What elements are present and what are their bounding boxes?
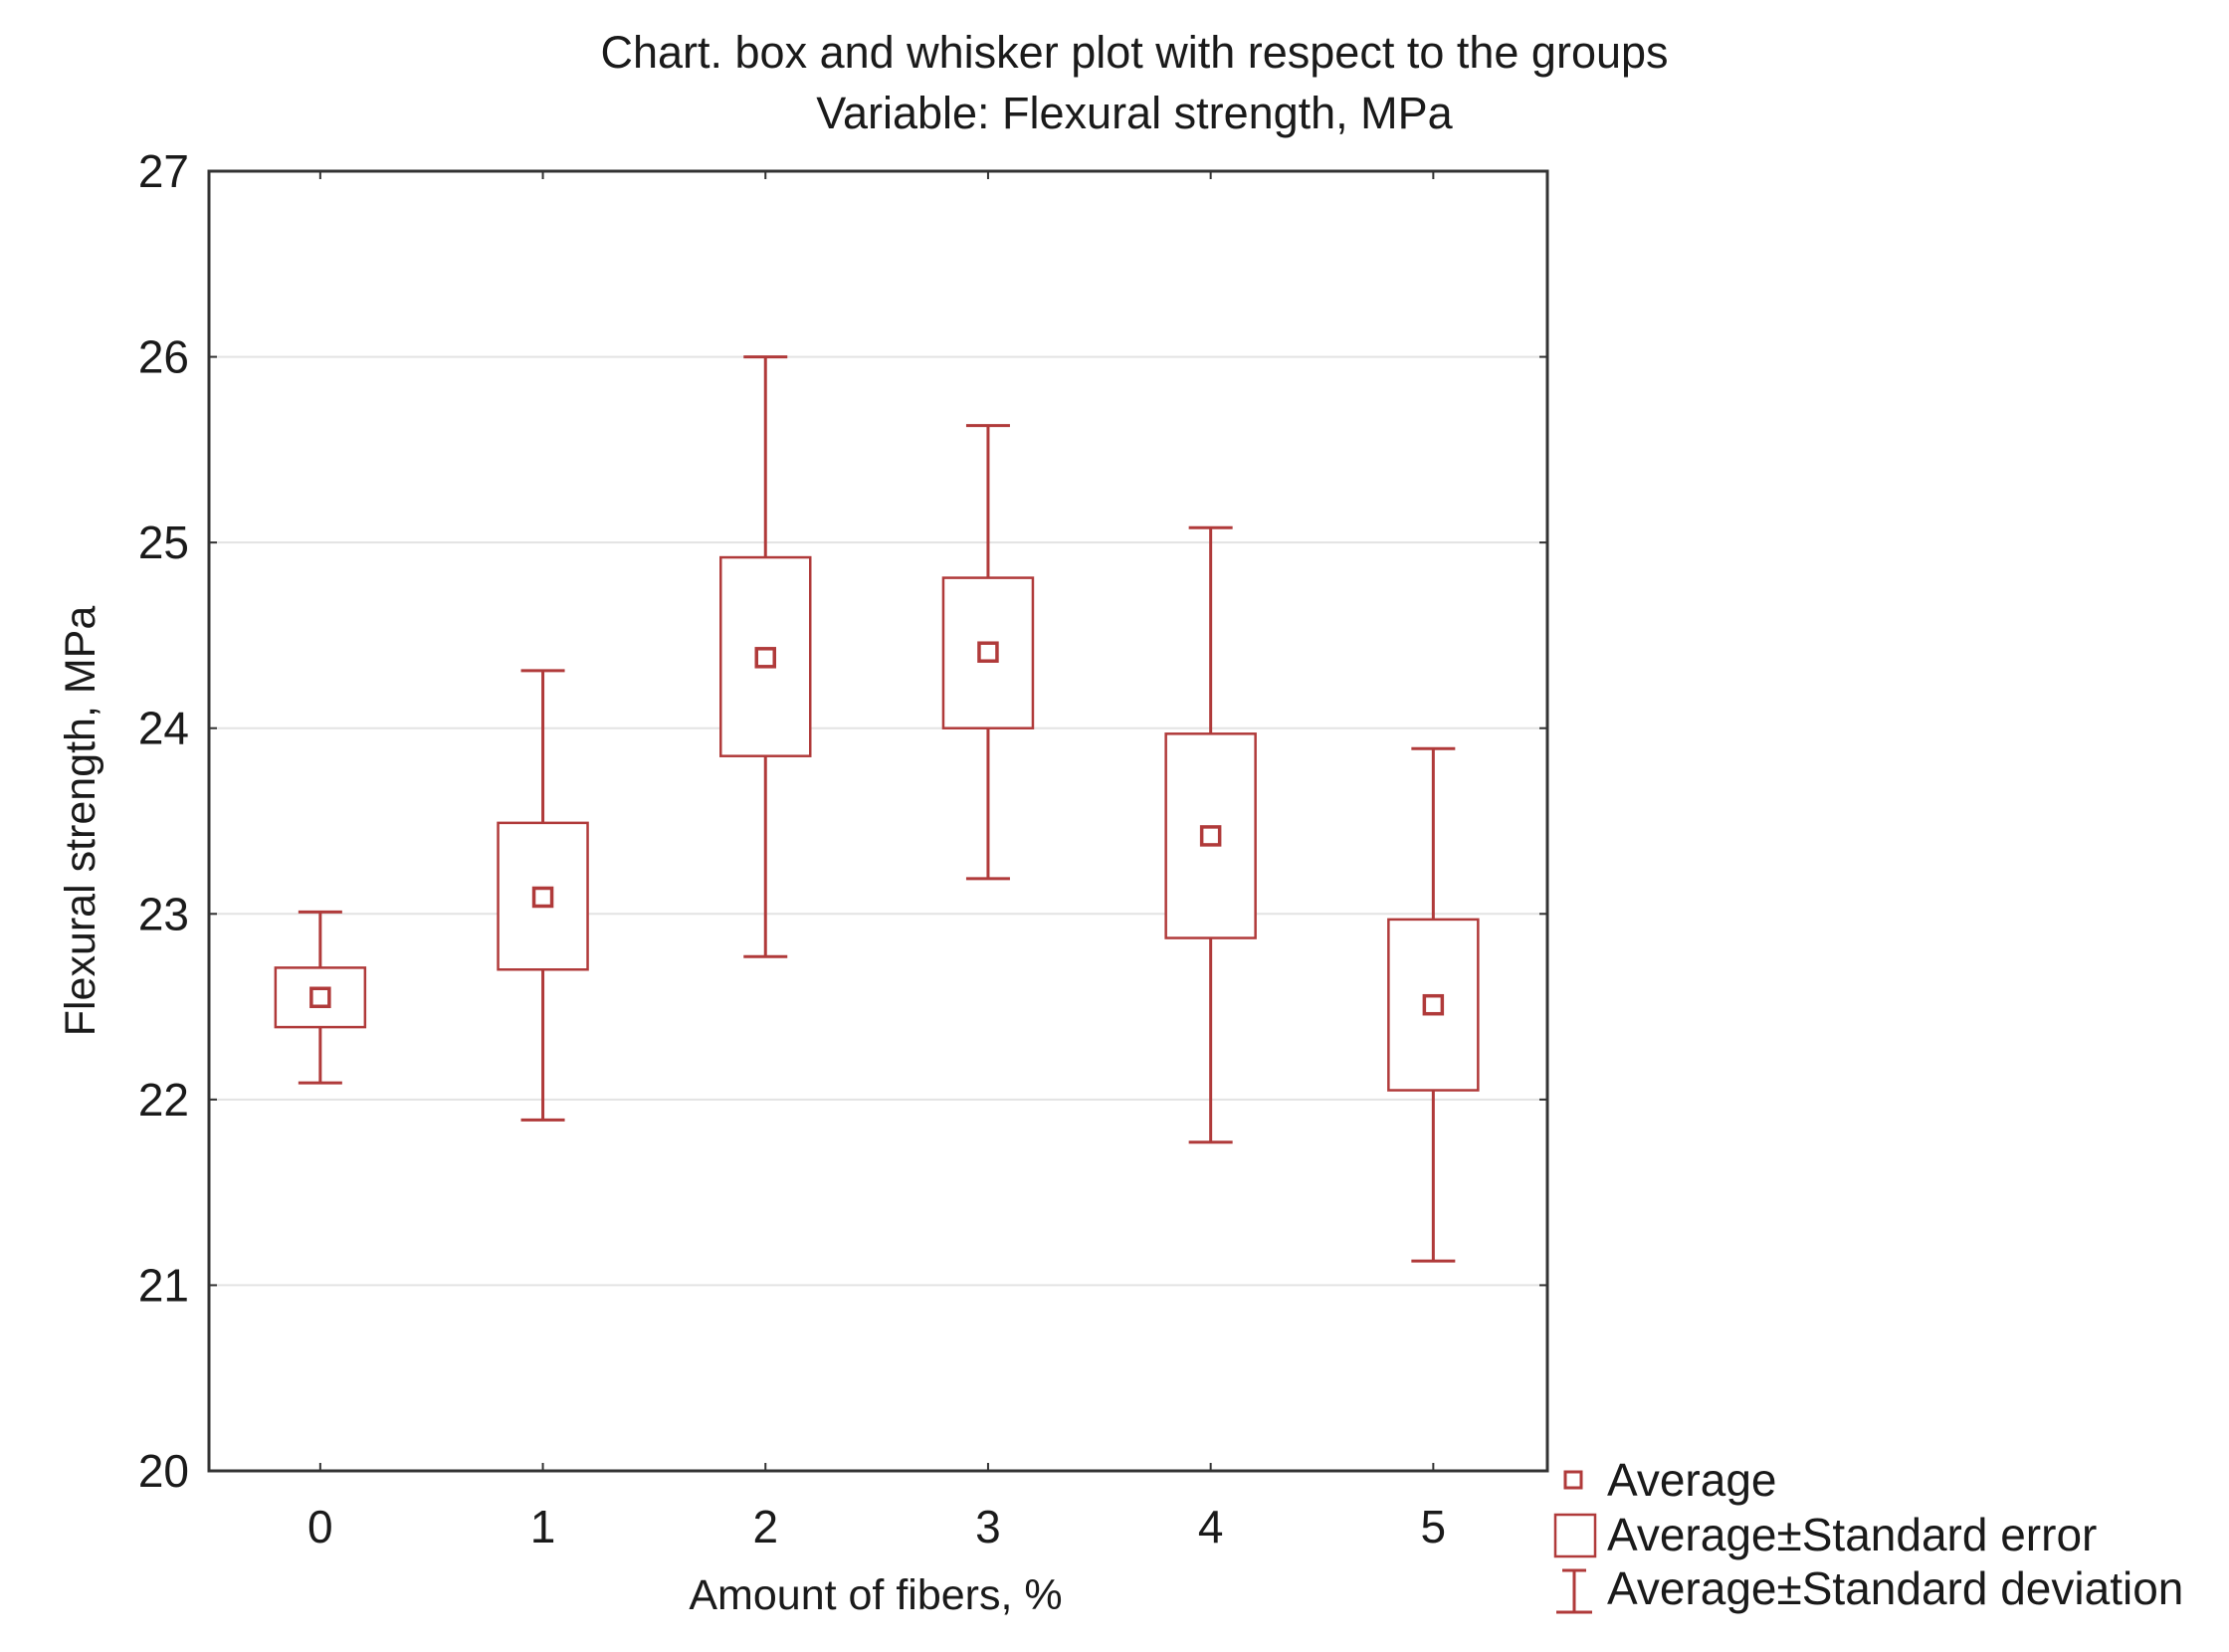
group-4: [1164, 525, 1257, 1144]
mean-marker-1: [531, 886, 554, 909]
gridlines: [209, 355, 1547, 1287]
chart-title: Chart. box and whisker plot with respect…: [600, 27, 1668, 78]
x-axis-label: Amount of fibers, %: [689, 1571, 1062, 1619]
plot-frame: [207, 169, 1549, 1473]
group-1: [497, 669, 589, 1122]
mean-marker-3: [977, 641, 999, 663]
y-tick-label-23: 23: [138, 888, 189, 939]
legend-label-standard-deviation: Average±Standard deviation: [1607, 1562, 2183, 1614]
legend-box-icon: [1553, 1513, 1597, 1558]
y-tick-label-27: 27: [138, 145, 189, 197]
y-tick-label-21: 21: [138, 1259, 189, 1311]
group-5: [1387, 746, 1480, 1263]
x-tick-label-4: 4: [1198, 1501, 1224, 1552]
x-tick-label-2: 2: [752, 1501, 778, 1552]
mean-marker-5: [1422, 993, 1445, 1016]
legend-item-standard-error: Average±Standard error: [1553, 1509, 2097, 1560]
y-tick-label-25: 25: [138, 516, 189, 568]
legend-label-standard-error: Average±Standard error: [1607, 1509, 2097, 1560]
chart-subtitle: Variable: Flexural strength, MPa: [816, 88, 1453, 138]
group-0: [274, 910, 367, 1085]
series-layer: [274, 355, 1480, 1263]
legend-mean-marker-icon: [1563, 1470, 1583, 1490]
legend-item-standard-deviation: Average±Standard deviation: [1556, 1562, 2183, 1614]
legend: Average Average±Standard error Average±S…: [1553, 1454, 2183, 1614]
mean-marker-4: [1199, 825, 1222, 847]
y-tick-label-20: 20: [138, 1445, 189, 1497]
legend-item-average: Average: [1563, 1454, 1777, 1506]
x-tick-label-1: 1: [530, 1501, 556, 1552]
mean-marker-2: [754, 647, 776, 669]
y-tick-label-24: 24: [138, 703, 189, 754]
legend-label-average: Average: [1607, 1454, 1777, 1506]
mean-marker-0: [309, 986, 331, 1008]
legend-whisker-icon: [1556, 1568, 1592, 1614]
y-axis-label: Flexural strength, MPa: [57, 606, 104, 1037]
group-3: [941, 424, 1035, 881]
y-tick-label-22: 22: [138, 1074, 189, 1126]
x-tick-label-0: 0: [307, 1501, 333, 1552]
x-tick-label-3: 3: [975, 1501, 1001, 1552]
x-tick-label-5: 5: [1421, 1501, 1447, 1552]
group-2: [719, 355, 812, 958]
y-tick-label-26: 26: [138, 331, 189, 383]
